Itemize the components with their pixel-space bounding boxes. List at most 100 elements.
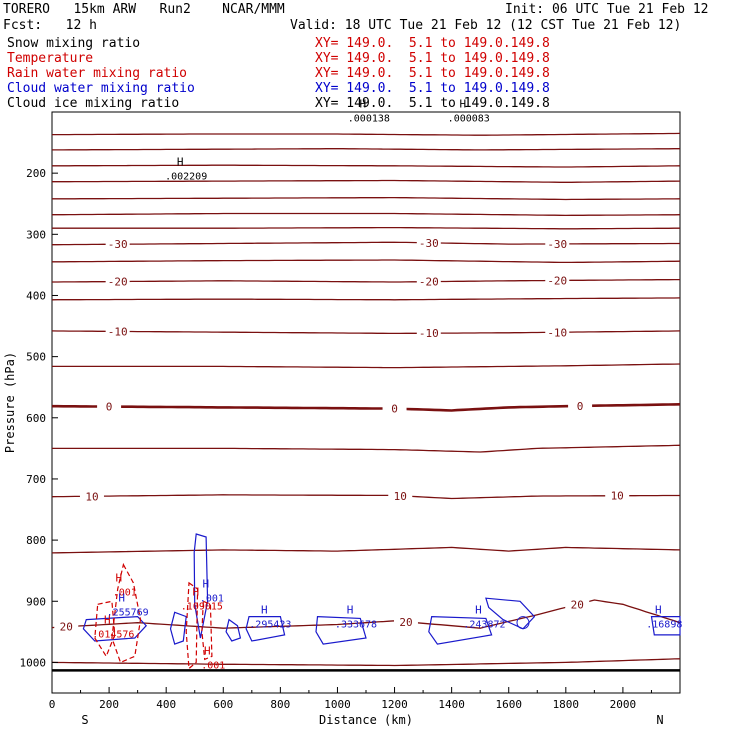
temperature-label-9-1: -20 xyxy=(419,276,439,289)
maximum-value-0: .002209 xyxy=(165,171,207,182)
maximum-value-2: .000083 xyxy=(448,113,490,124)
cloud-water-center-circle xyxy=(516,616,530,630)
y-axis-label: Pressure (hPa) xyxy=(3,352,17,453)
y-tick-label-4: 600 xyxy=(26,412,46,425)
temperature-label-15-2: 10 xyxy=(611,490,624,503)
maximum-h-11: H xyxy=(475,604,482,617)
y-tick-label-0: 200 xyxy=(26,167,46,180)
south-label: S xyxy=(81,713,88,727)
maximum-h-8: H xyxy=(203,577,210,590)
temperature-contour-8 xyxy=(52,259,681,264)
rain-contour-2 xyxy=(185,581,199,670)
maximum-h-10: H xyxy=(347,604,354,617)
y-tick-label-7: 900 xyxy=(26,595,46,608)
cloud-water-contour-1 xyxy=(169,611,187,645)
temperature-label-bg-7-2 xyxy=(545,237,570,250)
temperature-label-bg-17-0 xyxy=(54,620,79,633)
maximum-value-11: .243872 xyxy=(463,620,505,631)
maximum-h-0: H xyxy=(177,155,184,168)
legend-cloudwater-xy: XY= 149.0. 5.1 to 149.0.149.8 xyxy=(315,81,550,96)
legend-rain: Rain water mixing ratio xyxy=(7,66,188,81)
temperature-label-7-0: -30 xyxy=(108,238,128,251)
temperature-label-bg-11-0 xyxy=(105,325,130,338)
temperature-label-11-0: -10 xyxy=(108,325,128,338)
maximum-value-12: .16898 xyxy=(646,620,682,631)
temperature-label-17-1: 20 xyxy=(399,616,412,629)
x-tick-label-9: 1800 xyxy=(553,698,580,711)
forecast-hour: Fcst: 12 h xyxy=(3,18,97,33)
maximum-h-6: H xyxy=(204,645,211,658)
temperature-contour-4 xyxy=(52,196,681,201)
x-tick-label-8: 1600 xyxy=(495,698,522,711)
temperature-contour-5 xyxy=(52,212,681,217)
north-label: N xyxy=(656,713,663,727)
temperature-label-bg-15-2 xyxy=(605,489,630,502)
legend-cloudice: Cloud ice mixing ratio xyxy=(7,96,180,111)
init-time: Init: 06 UTC Tue 21 Feb 12 xyxy=(505,2,709,17)
x-tick-label-10: 2000 xyxy=(610,698,637,711)
temperature-contour-15 xyxy=(51,494,680,500)
y-tick-label-8: 1000 xyxy=(20,656,47,669)
maximum-value-4: .109015 xyxy=(181,601,223,612)
cloud-water-contour-4 xyxy=(245,615,286,642)
maximum-value-7: .255769 xyxy=(107,607,149,618)
x-tick-label-4: 800 xyxy=(270,698,290,711)
cloud-water-contour-6 xyxy=(428,615,493,645)
temperature-contour-0 xyxy=(52,132,681,136)
temperature-label-bg-15-1 xyxy=(388,489,413,502)
temperature-label-bg-13-1 xyxy=(382,402,407,415)
maximum-value-9: .295423 xyxy=(249,620,291,631)
x-tick-label-7: 1400 xyxy=(438,698,465,711)
x-tick-label-1: 200 xyxy=(99,698,119,711)
maximum-h-5: H xyxy=(104,614,111,627)
temperature-contour-11 xyxy=(51,330,681,335)
temperature-label-15-0: 10 xyxy=(85,490,98,503)
model-title: TORERO 15km ARW Run2 NCAR/MMM xyxy=(3,2,285,17)
cloud-water-contour-3 xyxy=(225,618,242,642)
temperature-contour-18 xyxy=(51,658,681,667)
maximum-h-4: H xyxy=(193,585,200,598)
rain-contour-0 xyxy=(111,562,142,664)
temperature-label-bg-11-1 xyxy=(416,327,441,340)
y-tick-label-6: 800 xyxy=(26,534,46,547)
temperature-label-bg-11-2 xyxy=(545,326,570,339)
maximum-h-2: H xyxy=(459,97,466,110)
temperature-label-17-2: 20 xyxy=(571,598,584,611)
temperature-label-bg-13-2 xyxy=(568,399,593,412)
temperature-label-7-1: -30 xyxy=(419,237,439,250)
temperature-label-bg-7-1 xyxy=(416,236,441,249)
maximum-value-3: .001 xyxy=(113,587,137,598)
cloud-water-contour-0 xyxy=(82,615,148,642)
temperature-label-13-2: 0 xyxy=(577,400,584,413)
maximum-h-12: H xyxy=(655,604,662,617)
legend-temperature: Temperature xyxy=(7,51,94,66)
temperature-contour-14 xyxy=(52,444,681,453)
temperature-contour-6 xyxy=(52,226,680,230)
legend-snow-xy: XY= 149.0. 5.1 to 149.0.149.8 xyxy=(315,36,550,51)
temperature-contour-1 xyxy=(52,148,680,151)
temperature-contour-10 xyxy=(51,297,681,301)
temperature-contour-2 xyxy=(52,164,681,168)
temperature-label-bg-7-0 xyxy=(105,238,130,251)
temperature-label-13-0: 0 xyxy=(106,401,113,414)
maximum-value-6: .001 xyxy=(201,661,225,672)
cloud-water-contour-8 xyxy=(650,615,681,636)
x-tick-label-3: 600 xyxy=(213,698,233,711)
temperature-label-bg-13-0 xyxy=(97,400,122,413)
temperature-label-17-0: 20 xyxy=(60,621,73,634)
y-tick-label-2: 400 xyxy=(26,289,46,302)
temperature-label-7-2: -30 xyxy=(547,238,567,251)
maximum-value-1: .000138 xyxy=(348,113,390,124)
temperature-label-bg-15-0 xyxy=(79,490,104,503)
legend-snow: Snow mixing ratio xyxy=(7,36,141,51)
temperature-label-11-2: -10 xyxy=(547,326,567,339)
legend-temperature-xy: XY= 149.0. 5.1 to 149.0.149.8 xyxy=(315,51,550,66)
temperature-label-13-1: 0 xyxy=(391,403,398,416)
legend-rain-xy: XY= 149.0. 5.1 to 149.0.149.8 xyxy=(315,66,550,81)
temperature-label-bg-17-2 xyxy=(565,598,590,611)
temperature-label-bg-17-1 xyxy=(393,615,418,628)
rain-contour-1 xyxy=(94,600,116,658)
rain-contour-3 xyxy=(201,600,213,661)
temperature-label-bg-9-2 xyxy=(545,274,570,287)
